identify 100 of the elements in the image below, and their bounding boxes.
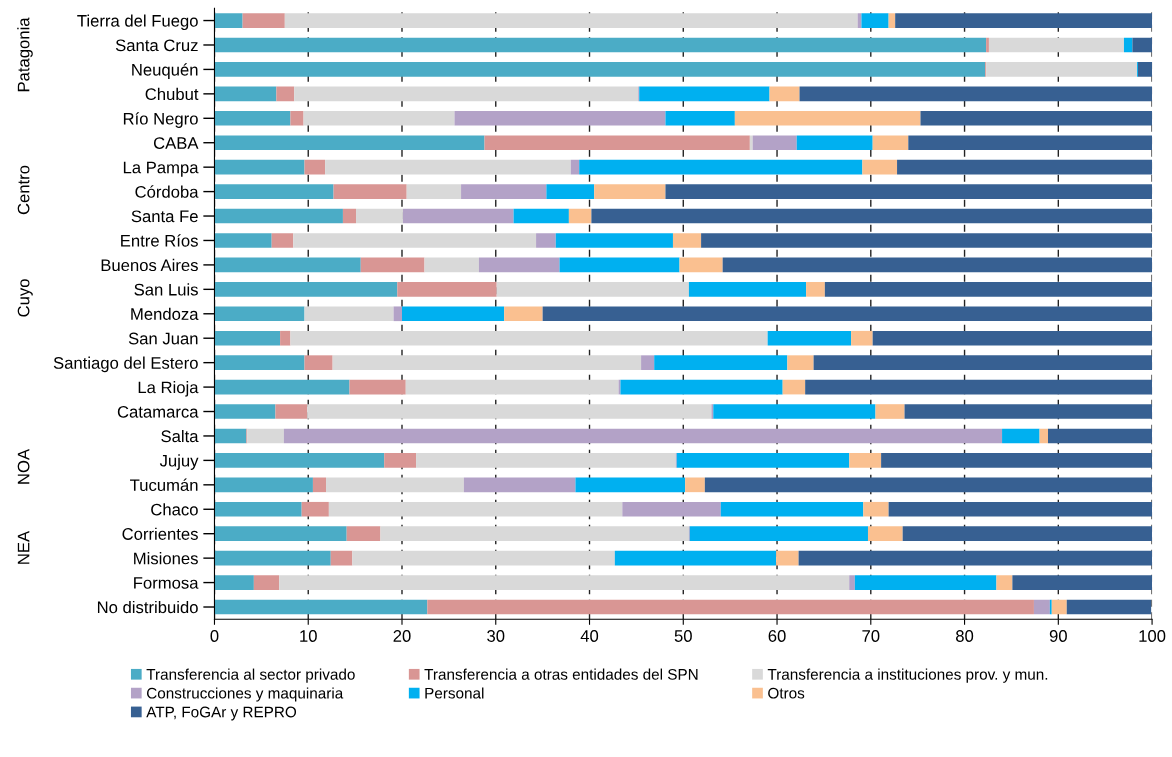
bar <box>360 257 425 273</box>
y-tick-label: Neuquén <box>132 63 198 80</box>
bar <box>679 257 723 273</box>
bar <box>214 233 272 248</box>
bar <box>904 404 1153 419</box>
bar <box>701 233 1153 248</box>
legend-label: Construcciones y maquinaria <box>147 687 344 702</box>
bar <box>496 282 689 297</box>
bar <box>881 453 1153 468</box>
x-tick-label: 0 <box>210 630 219 642</box>
text: Patagonia <box>17 17 33 92</box>
text: Cuyo <box>17 279 33 317</box>
bar <box>1138 62 1153 77</box>
y-tick-label: La Rioja <box>138 381 199 397</box>
y-tick-label: Chaco <box>151 503 198 516</box>
bar <box>214 526 347 542</box>
bar <box>888 13 896 28</box>
text: Centro <box>17 165 30 215</box>
bar <box>463 477 576 493</box>
bar <box>513 208 569 224</box>
bar <box>484 135 750 151</box>
bar <box>805 379 1153 395</box>
bar <box>849 575 855 590</box>
y-tick-label: Chubut <box>145 87 199 101</box>
bar <box>542 306 1153 322</box>
bar <box>902 526 1153 542</box>
bar <box>1033 599 1050 615</box>
bar <box>214 86 277 102</box>
bar <box>402 208 514 224</box>
bar <box>461 184 547 199</box>
bar <box>688 282 807 297</box>
y-tick-label: Formosa <box>134 577 199 589</box>
bar <box>1039 428 1048 444</box>
bar <box>594 184 666 199</box>
bar <box>328 501 623 517</box>
bar <box>897 159 1153 175</box>
x-tick-label: 20 <box>393 630 411 642</box>
bar <box>284 13 858 28</box>
bar <box>393 306 402 322</box>
bar <box>283 428 1003 444</box>
y-tick-label: Jujuy <box>159 454 199 470</box>
bar <box>920 110 1153 126</box>
bar <box>214 330 281 346</box>
bar <box>214 257 361 273</box>
bar <box>665 184 1153 199</box>
legend-label: ATP, FoGAr y REPRO <box>146 706 297 721</box>
y-tick-label: Mendoza <box>131 307 199 320</box>
bar <box>279 575 850 590</box>
bar <box>665 110 735 126</box>
bar <box>986 37 989 53</box>
bar <box>849 453 882 468</box>
bar <box>253 575 280 590</box>
bar <box>326 477 464 493</box>
bar <box>776 550 799 566</box>
bar <box>722 257 1153 273</box>
bar <box>867 526 903 542</box>
bar <box>330 550 353 566</box>
bar <box>622 501 721 517</box>
bar <box>214 550 331 566</box>
bar <box>1132 37 1153 53</box>
bar <box>570 159 580 175</box>
bar <box>346 526 381 542</box>
legend-label: Transferencia al sector privado <box>146 668 355 683</box>
bar <box>214 208 343 224</box>
bar <box>290 110 304 126</box>
x-tick-label: 70 <box>862 630 880 642</box>
bar <box>813 355 1153 370</box>
bar <box>806 282 825 297</box>
bar <box>214 282 398 297</box>
bar <box>685 477 705 493</box>
bar <box>591 208 1153 224</box>
bar <box>307 404 712 419</box>
bar <box>1123 37 1133 53</box>
bar <box>332 355 642 370</box>
bar <box>214 599 428 615</box>
bar <box>312 477 327 493</box>
bar <box>333 184 407 199</box>
bar <box>214 306 305 322</box>
bar <box>752 135 797 151</box>
bar <box>749 135 753 151</box>
bar <box>787 355 814 370</box>
bar <box>555 233 673 248</box>
bar <box>214 110 291 126</box>
bar <box>862 159 898 175</box>
y-tick-label: No distribuido <box>97 600 198 614</box>
bar <box>293 233 537 248</box>
y-tick-label: Santa Fe <box>131 210 198 223</box>
bar <box>720 501 864 517</box>
bar <box>713 404 876 419</box>
bar <box>214 428 247 444</box>
bar <box>872 135 909 151</box>
y-tick-label: Misiones <box>134 552 198 565</box>
bar <box>704 477 1153 493</box>
bar <box>888 501 1153 517</box>
bar <box>641 355 655 370</box>
bar <box>559 257 680 273</box>
bar <box>384 453 417 468</box>
bar <box>654 355 788 370</box>
bar <box>568 208 592 224</box>
bar <box>427 599 1034 615</box>
